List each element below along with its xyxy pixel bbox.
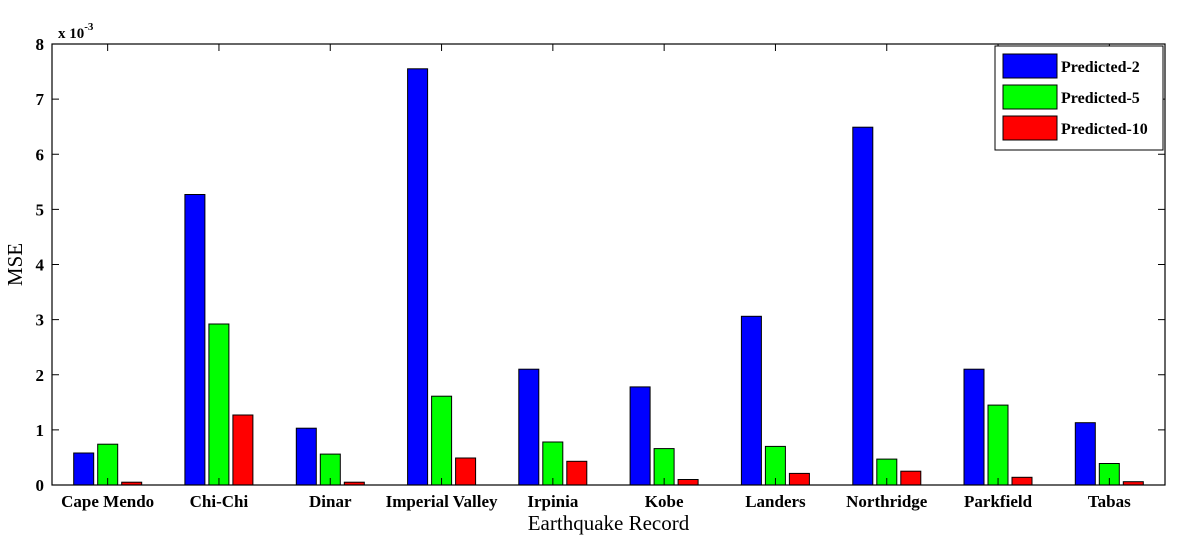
bar-predicted-10-parkfield	[1011, 476, 1033, 486]
legend: Predicted-2 Predicted-5 Predicted-10	[994, 45, 1164, 151]
y-ticks-layer: 0 1 2 3 4 5 6 7 8	[36, 35, 1165, 495]
y-axis-exponent-base: x 10	[58, 26, 84, 42]
y-tick-label: 0	[36, 476, 45, 495]
y-tick-label: 7	[36, 90, 45, 109]
x-tick-label: Parkfield	[964, 492, 1033, 511]
bar-predicted-2-irpinia	[518, 368, 540, 486]
bar-predicted-2-tabas	[1074, 422, 1096, 486]
x-tick-label: Kobe	[645, 492, 684, 511]
y-axis-title: MSE	[3, 243, 27, 286]
legend-swatch	[1002, 115, 1058, 141]
y-tick-label: 1	[36, 421, 45, 440]
bar-predicted-5-parkfield	[987, 404, 1009, 486]
bar-predicted-2-chi-chi	[184, 194, 206, 486]
bar-predicted-2-landers	[740, 315, 762, 486]
legend-swatch	[1002, 53, 1058, 79]
y-tick-label: 5	[36, 200, 45, 219]
bar-predicted-2-imperial-valley	[407, 68, 429, 486]
x-tick-label: Tabas	[1088, 492, 1131, 511]
bar-predicted-10-irpinia	[566, 460, 588, 486]
x-tick-label: Chi-Chi	[190, 492, 249, 511]
bar-predicted-2-northridge	[852, 126, 874, 486]
bar-predicted-5-chi-chi	[208, 323, 230, 486]
x-tick-label: Landers	[745, 492, 806, 511]
bar-predicted-10-imperial-valley	[455, 457, 477, 486]
legend-label: Predicted-5	[1061, 90, 1140, 107]
y-tick-label: 3	[36, 311, 45, 330]
x-tick-label: Dinar	[309, 492, 352, 511]
bar-predicted-10-landers	[788, 472, 810, 486]
bar-predicted-2-parkfield	[963, 368, 985, 486]
x-ticks-layer: Cape Mendo Chi-Chi Dinar Imperial Valley Irp…	[61, 44, 1131, 511]
bar-predicted-2-kobe	[629, 386, 651, 486]
x-tick-label: Imperial Valley	[386, 492, 498, 511]
bar-predicted-10-kobe	[677, 479, 699, 486]
x-tick-label: Irpinia	[527, 492, 579, 511]
y-tick-label: 8	[36, 35, 45, 54]
bar-predicted-2-dinar	[295, 427, 317, 486]
bar-predicted-2-cape-mendo	[73, 452, 95, 486]
y-tick-label: 4	[36, 256, 45, 275]
legend-label: Predicted-2	[1061, 59, 1140, 76]
x-axis-title: Earthquake Record	[528, 511, 690, 535]
legend-swatch	[1002, 84, 1058, 110]
bar-predicted-10-chi-chi	[232, 414, 254, 486]
x-tick-label: Cape Mendo	[61, 492, 154, 511]
bar-predicted-5-imperial-valley	[431, 395, 453, 486]
y-axis-exponent-power: -3	[84, 21, 94, 33]
bars-layer	[73, 68, 1144, 486]
bar-predicted-10-northridge	[900, 470, 922, 486]
x-tick-label: Northridge	[846, 492, 928, 511]
y-tick-label: 2	[36, 366, 45, 385]
y-tick-label: 6	[36, 145, 45, 164]
legend-label: Predicted-10	[1061, 121, 1148, 138]
y-axis-exponent: x 10-3	[58, 21, 94, 42]
